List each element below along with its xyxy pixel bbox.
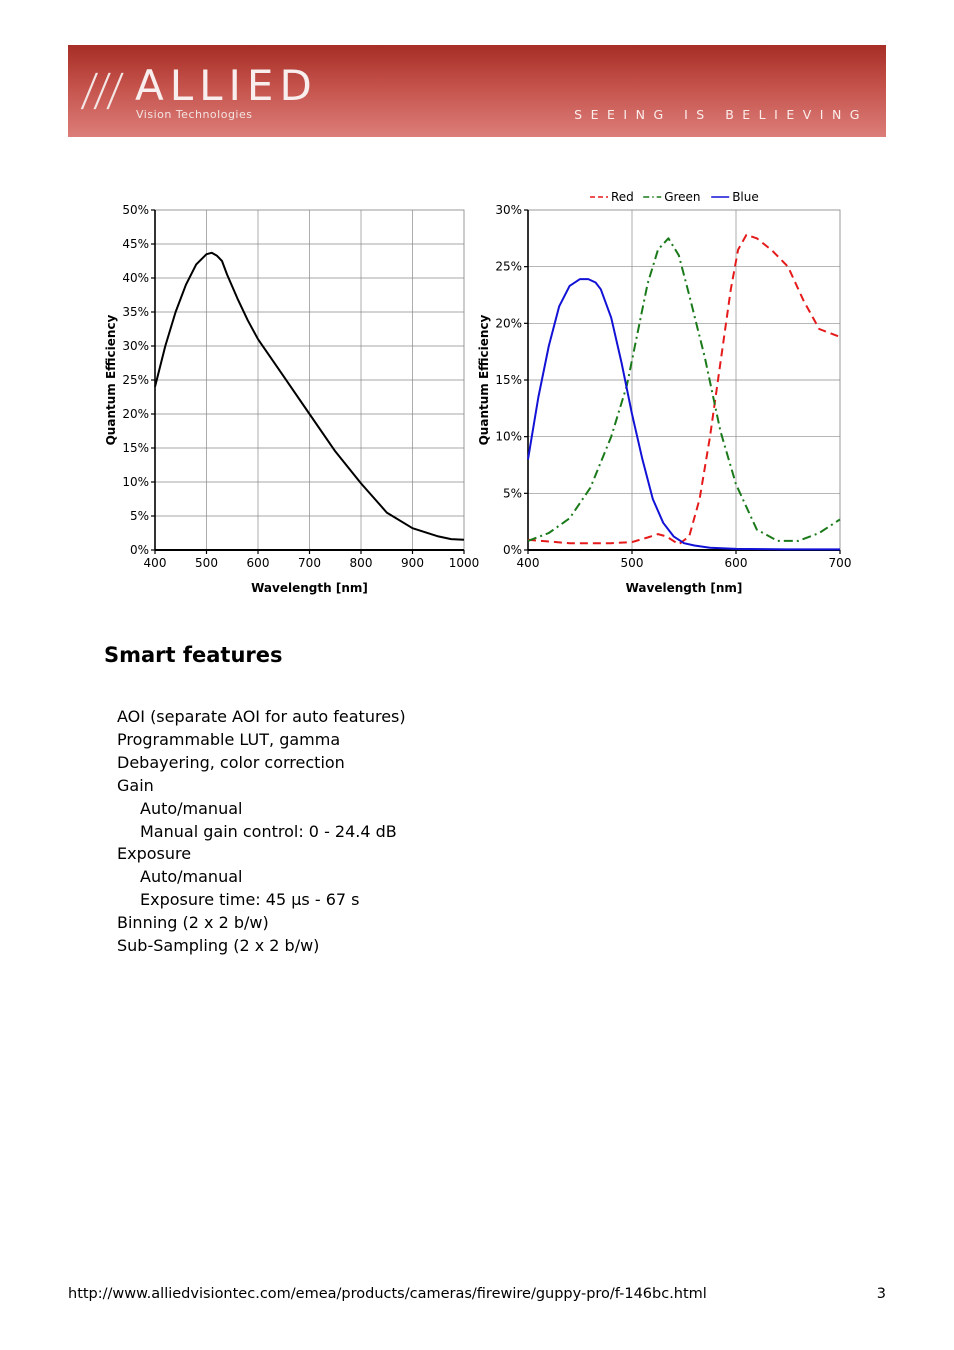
x-tick-label: 500: [195, 556, 218, 570]
y-tick-label: 15%: [495, 373, 522, 387]
logo-subtitle: Vision Technologies: [136, 108, 253, 121]
footer-url[interactable]: http://www.alliedvisiontec.com/emea/prod…: [68, 1286, 707, 1302]
mono-qe-chart: 400 500 600 700 800 900 1000 0% 5% 10% 15% 20% 25% 30…: [95, 180, 490, 604]
feature-item: Debayering, color correction: [117, 752, 345, 772]
y-tick-label: 25%: [495, 260, 522, 274]
y-tick-label: 30%: [122, 339, 149, 353]
y-tick-label: 25%: [122, 373, 149, 387]
y-tick-label: 30%: [495, 203, 522, 217]
y-tick-label: 20%: [122, 407, 149, 421]
x-axis-label: Wavelength [nm]: [626, 581, 743, 595]
x-tick-label: 1000: [449, 556, 480, 570]
feature-item: Binning (2 x 2 b/w): [117, 913, 269, 933]
logo-wordmark: ALLIED: [135, 61, 318, 110]
y-tick-label: 10%: [495, 430, 522, 444]
series-line-qe: [154, 251, 465, 541]
x-tick-label: 600: [725, 556, 748, 570]
x-tick-label: 900: [401, 556, 424, 570]
logo-slashes: ///: [79, 65, 124, 116]
legend-label-red: Red: [611, 190, 634, 204]
y-axis-label: Quantum Efficiency: [104, 314, 118, 445]
feature-item: Gain: [117, 775, 154, 795]
y-axis-label: Quantum Efficiency: [477, 314, 491, 445]
y-tick-label: 20%: [495, 316, 522, 330]
feature-item: Programmable LUT, gamma: [117, 729, 341, 749]
section-title: Smart features: [104, 643, 283, 667]
y-tick-label: 0%: [130, 543, 149, 557]
color-qe-chart-svg: 400 500 600 700 0% 5% 10% 15% 20% 25% 30% Wavelengt…: [477, 190, 852, 595]
x-tick-label: 400: [517, 556, 540, 570]
feature-item: Exposure time: 45 µs - 67 s: [140, 890, 360, 910]
x-tick-label: 400: [144, 556, 167, 570]
feature-list: AOI (separate AOI for auto features) Prog…: [117, 706, 406, 958]
legend-label-green: Green: [664, 190, 700, 204]
y-tick-label: 35%: [122, 305, 149, 319]
x-axis-label: Wavelength [nm]: [251, 581, 368, 595]
series-line-red: [527, 233, 841, 546]
y-tick-label: 45%: [122, 237, 149, 251]
feature-item: Auto/manual: [140, 867, 243, 887]
feature-item: Sub-Sampling (2 x 2 b/w): [117, 936, 320, 956]
x-tick-label: 500: [621, 556, 644, 570]
y-tick-label: 5%: [503, 486, 522, 500]
y-tick-label: 5%: [130, 509, 149, 523]
y-tick-label: 50%: [122, 203, 149, 217]
x-tick-label: 800: [350, 556, 373, 570]
series-line-blue: [527, 278, 840, 551]
x-tick-label: 600: [247, 556, 270, 570]
tagline: SEEING IS BELIEVING: [574, 107, 868, 122]
color-qe-chart: 400 500 600 700 0% 5% 10% 15% 20% 25% 30% Wavelengt…: [470, 180, 855, 604]
y-tick-label: 0%: [503, 543, 522, 557]
header-banner: /// ALLIED Vision Technologies SEEING IS…: [68, 45, 886, 137]
y-tick-label: 15%: [122, 441, 149, 455]
x-tick-label: 700: [829, 556, 852, 570]
feature-item: AOI (separate AOI for auto features): [117, 707, 406, 726]
series-line-green: [527, 237, 841, 542]
y-tick-label: 40%: [122, 271, 149, 285]
mono-qe-chart-svg: 400 500 600 700 800 900 1000 0% 5% 10% 15% 20% 25% 30…: [104, 203, 480, 595]
feature-item: Manual gain control: 0 - 24.4 dB: [140, 821, 397, 841]
page-number: 3: [876, 1286, 886, 1302]
feature-item: Auto/manual: [140, 798, 243, 818]
y-tick-label: 10%: [122, 475, 149, 489]
feature-item: Exposure: [117, 844, 192, 864]
x-tick-label: 700: [298, 556, 321, 570]
legend-label-blue: Blue: [732, 190, 759, 204]
